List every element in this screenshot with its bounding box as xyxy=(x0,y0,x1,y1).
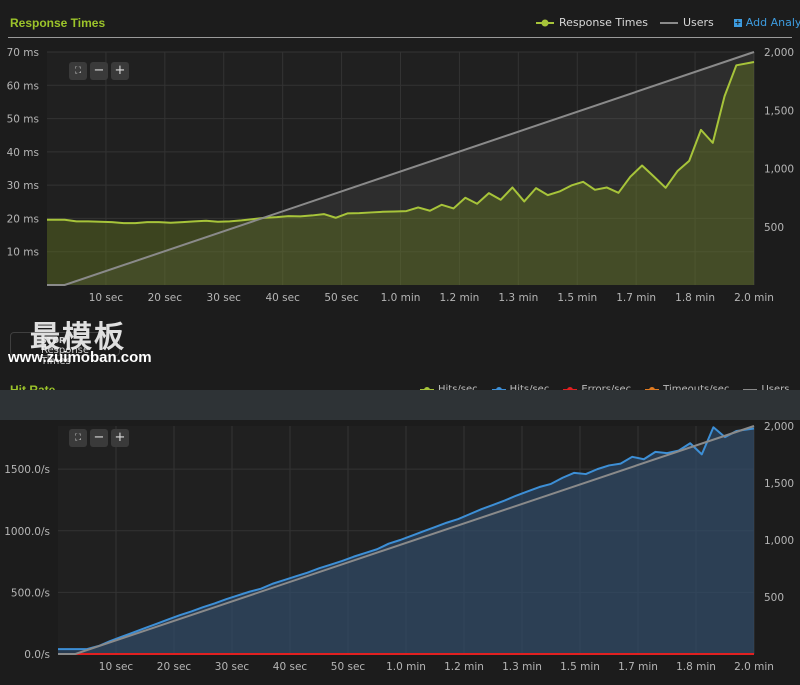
hit-rate-chart[interactable]: 10 sec 20 sec 30 sec 40 sec 50 sec 1.0 min 1.2… xyxy=(0,420,800,685)
legend-item-response-times[interactable]: Response Times xyxy=(536,16,648,29)
y-right-tick-label: 2,000 xyxy=(764,421,794,433)
y-left-tick-label: 1000.0/s xyxy=(4,526,50,538)
y-left-tick-label: 1500.0/s xyxy=(4,464,50,476)
y-left-tick-label: 500.0/s xyxy=(11,587,50,599)
y-left-tick-label: 60 ms xyxy=(7,80,39,92)
series-line xyxy=(47,61,755,225)
section-divider xyxy=(8,37,792,38)
add-analytics-link[interactable]: + Add Analytics xyxy=(733,16,800,29)
y-right-tick-label: 1,000 xyxy=(764,164,794,176)
zoom-reset-button[interactable]: ⛶ xyxy=(69,429,87,447)
watermark-url: www.zuimoban.com xyxy=(8,349,152,366)
x-tick-label: 40 sec xyxy=(273,661,308,673)
y-left-tick-label: 40 ms xyxy=(7,147,39,159)
zoom-controls: ⛶ − + xyxy=(69,62,129,80)
y-left-tick-label: 10 ms xyxy=(7,247,39,259)
x-tick-label: 1.8 min xyxy=(676,661,716,673)
legend-item-users[interactable]: Users xyxy=(743,384,789,395)
response-times-title: Response Times xyxy=(10,16,106,30)
legend-label: Hits/sec xyxy=(510,384,550,395)
legend-label: Errors/sec xyxy=(581,384,631,395)
zoom-in-button[interactable]: + xyxy=(111,429,129,447)
series-area xyxy=(47,61,754,285)
legend-label: Users xyxy=(682,16,714,29)
y-left-tick-label: 0.0/s xyxy=(24,649,50,661)
y-left-tick-label: 70 ms xyxy=(7,47,39,59)
y-right-tick-label: 500 xyxy=(764,592,784,604)
x-tick-label: 1.3 min xyxy=(498,292,538,304)
x-tick-label: 30 sec xyxy=(215,661,250,673)
y-left-tick-label: 30 ms xyxy=(7,180,39,192)
y-left-tick-label: 20 ms xyxy=(7,213,39,225)
zoom-out-button[interactable]: − xyxy=(90,429,108,447)
x-tick-label: 1.0 min xyxy=(386,661,426,673)
zoom-out-button[interactable]: − xyxy=(90,62,108,80)
x-tick-label: 1.2 min xyxy=(444,661,484,673)
x-tick-label: 1.7 min xyxy=(618,661,658,673)
response-times-legend: Response Times Users + Add Analytics xyxy=(536,16,800,29)
legend-label: Users xyxy=(761,384,789,395)
zoom-reset-button[interactable]: ⛶ xyxy=(69,62,87,80)
users-line xyxy=(47,51,755,286)
y-right-tick-label: 2,000 xyxy=(764,47,794,59)
x-tick-label: 50 sec xyxy=(331,661,366,673)
y-right-tick-label: 1,000 xyxy=(764,535,794,547)
series-toggle-label: Response Times xyxy=(41,345,90,367)
x-tick-label: 2.0 min xyxy=(734,661,774,673)
zoom-in-button[interactable]: + xyxy=(111,62,129,80)
series-line xyxy=(58,426,755,651)
x-tick-label: 10 sec xyxy=(89,292,124,304)
stop-label: STOP xyxy=(41,336,65,345)
x-tick-label: 1.8 min xyxy=(675,292,715,304)
users-area xyxy=(47,52,754,285)
users-line xyxy=(58,425,755,655)
plus-icon: + xyxy=(733,17,742,27)
response-times-chart[interactable]: 10 sec 20 sec 30 sec 40 sec 50 sec 1.0 min 1.2… xyxy=(0,40,800,355)
x-tick-label: 20 sec xyxy=(157,661,192,673)
y-left-tick-label: 50 ms xyxy=(7,114,39,126)
watermark-logo: 最模板 xyxy=(30,320,126,355)
x-tick-label: 1.7 min xyxy=(616,292,656,304)
legend-line-icon xyxy=(536,19,554,26)
x-tick-label: 1.0 min xyxy=(381,292,421,304)
x-tick-label: 1.5 min xyxy=(557,292,597,304)
x-tick-label: 20 sec xyxy=(148,292,183,304)
y-right-tick-label: 1,500 xyxy=(764,105,794,117)
legend-item-users[interactable]: Users xyxy=(659,16,714,29)
section-header-band xyxy=(0,390,800,420)
legend-label: Hits/sec xyxy=(438,384,478,395)
y-right-tick-label: 1,500 xyxy=(764,478,794,490)
x-tick-label: 2.0 min xyxy=(734,292,774,304)
add-analytics-label: Add Analytics xyxy=(745,16,800,29)
legend-label: Timeouts/sec xyxy=(663,384,729,395)
x-tick-label: 10 sec xyxy=(99,661,134,673)
x-tick-label: 1.3 min xyxy=(502,661,542,673)
x-tick-label: 1.5 min xyxy=(560,661,600,673)
zoom-controls: ⛶ − + xyxy=(69,429,129,447)
legend-label: Response Times xyxy=(559,16,648,29)
series-toggle-box[interactable]: STOP Response Times xyxy=(10,332,120,367)
hit-rate-legend: Hits/sec Hits/sec Errors/sec Timeouts/se… xyxy=(420,384,789,395)
x-tick-label: 1.2 min xyxy=(439,292,479,304)
legend-line-icon xyxy=(659,21,678,24)
x-tick-label: 50 sec xyxy=(324,292,359,304)
x-tick-label: 30 sec xyxy=(207,292,242,304)
y-right-tick-label: 500 xyxy=(764,222,784,234)
x-tick-label: 40 sec xyxy=(265,292,300,304)
legend-line-icon xyxy=(743,388,758,391)
